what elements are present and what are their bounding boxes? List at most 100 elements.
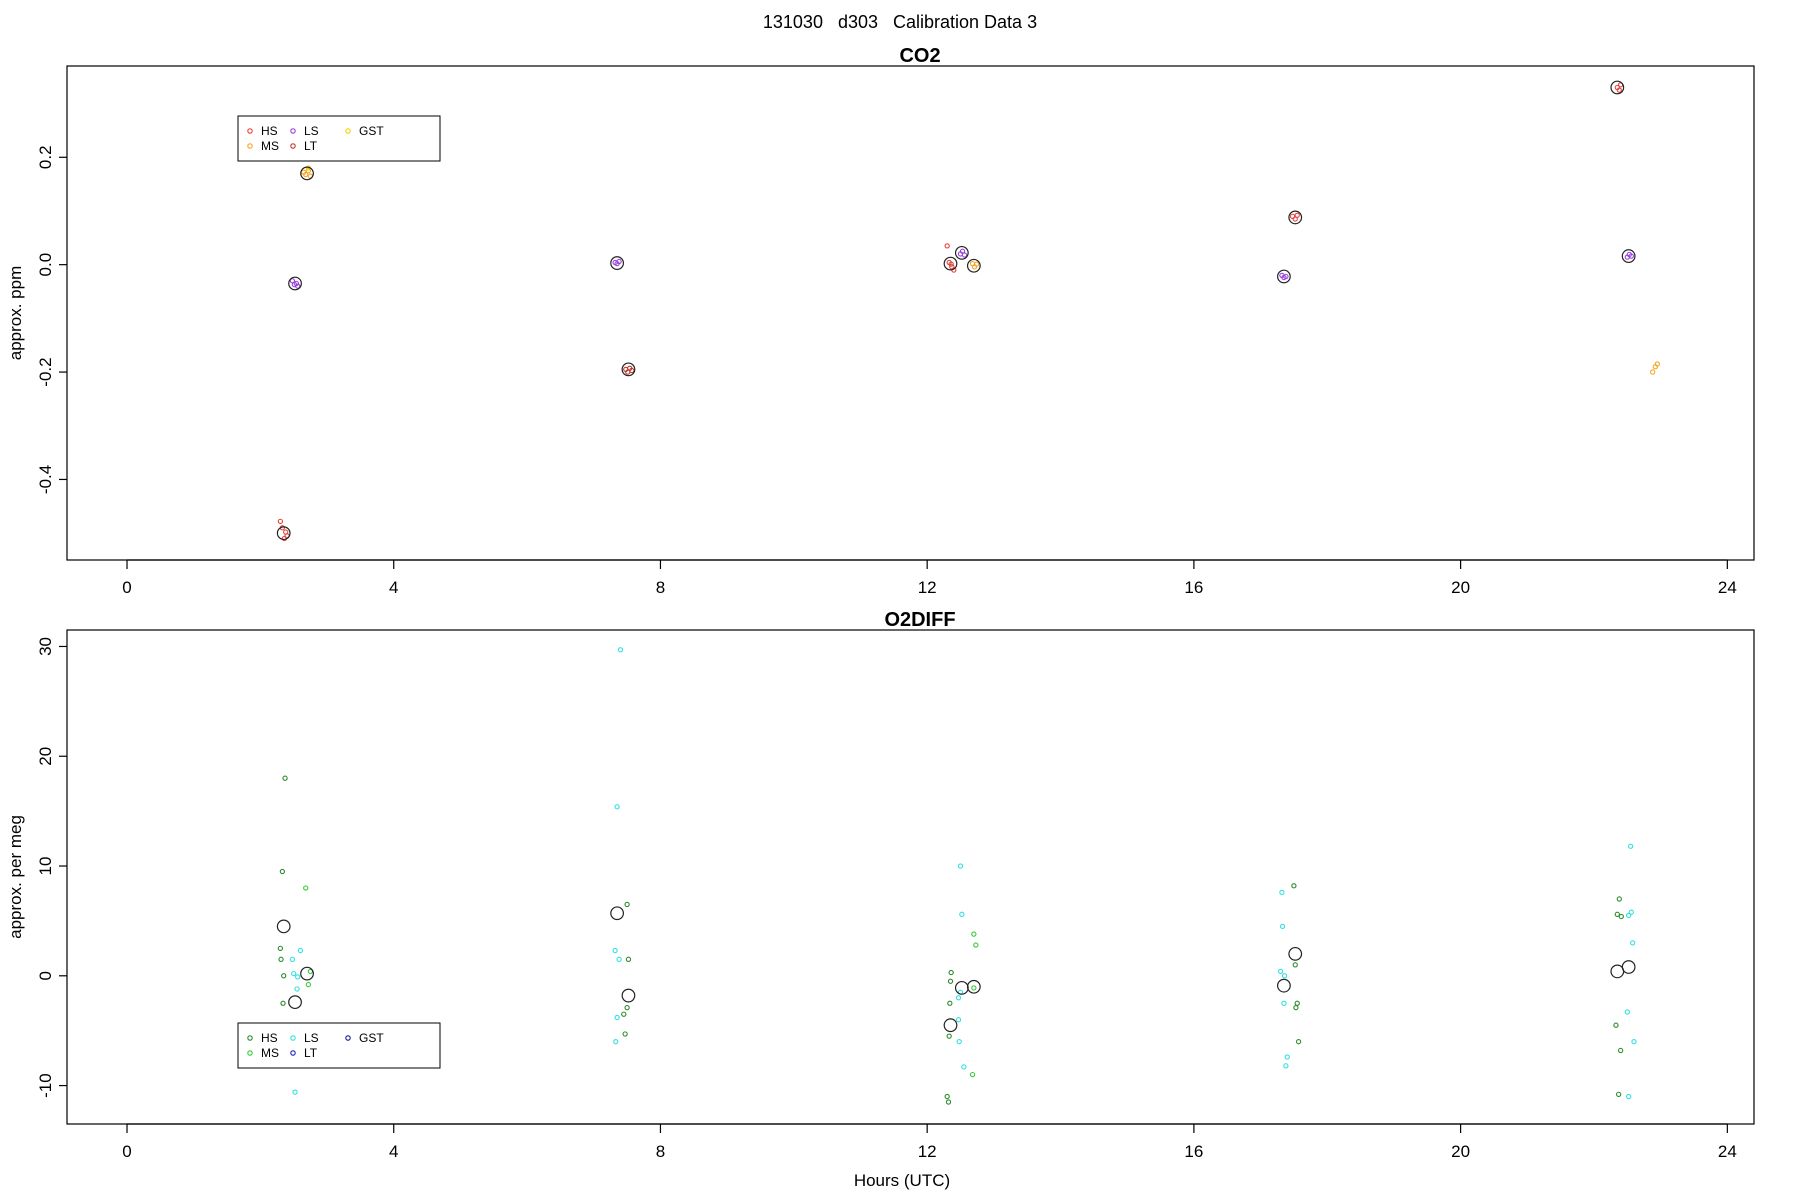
o2diff-legend-label-ms: MS xyxy=(261,1046,279,1060)
o2diff-point-ls xyxy=(613,1039,619,1045)
o2diff-point-hs xyxy=(625,956,632,962)
co2-legend-swatch-ls xyxy=(290,128,296,134)
o2diff-point-ls xyxy=(295,974,301,980)
co2-point-ls xyxy=(1628,253,1634,259)
co2-legend-swatch-hs xyxy=(247,128,253,134)
o2diff-x-tick-label: 20 xyxy=(1451,1142,1470,1161)
o2diff-point-ls xyxy=(617,647,624,653)
o2diff-y-axis-label: approx. per meg xyxy=(6,815,25,939)
o2diff-point-ms xyxy=(971,985,977,991)
co2-mean-circle xyxy=(1621,249,1636,263)
co2-mean-circle xyxy=(1288,210,1303,225)
o2diff-point-hs xyxy=(624,1004,630,1011)
o2diff-legend-label-lt: LT xyxy=(304,1046,318,1060)
co2-legend-label-lt: LT xyxy=(304,139,318,153)
o2diff-point-hs xyxy=(1613,1022,1619,1028)
o2diff-legend-swatch-hs xyxy=(247,1035,253,1041)
o2diff-point-hs xyxy=(280,1000,286,1006)
co2-point-ls xyxy=(616,258,622,265)
o2diff-legend-swatch-lt xyxy=(290,1050,296,1056)
co2-mean-circle xyxy=(1277,269,1291,284)
o2diff-y-tick-label: 10 xyxy=(36,857,55,876)
o2diff-point-ls xyxy=(614,1014,620,1021)
o2diff-panel-title: O2DIFF xyxy=(884,609,955,631)
o2diff-point-ls xyxy=(956,1039,962,1045)
o2diff-legend-label-hs: HS xyxy=(261,1031,278,1045)
co2-marks xyxy=(276,80,1660,542)
co2-x-tick-label: 12 xyxy=(918,578,937,597)
o2diff-point-ls xyxy=(1624,1009,1630,1015)
co2-y-tick-label: 0.0 xyxy=(36,253,55,277)
o2diff-point-ls xyxy=(289,956,296,962)
o2diff-point-hs xyxy=(947,1000,953,1006)
o2diff-y-tick-label: -10 xyxy=(36,1073,55,1098)
o2diff-y-ticks: -10 0 10 20 30 xyxy=(36,637,67,1098)
o2diff-legend-swatch-gst xyxy=(345,1035,351,1041)
co2-point-ms xyxy=(305,168,312,174)
co2-mean-circle xyxy=(621,362,636,377)
o2diff-point-hs xyxy=(279,868,286,875)
o2diff-point-hs xyxy=(1615,1091,1622,1098)
co2-panel: CO2 approx. ppm 0 4 8 12 16 20 24 -0.4 -0.2 0.0 0… xyxy=(6,45,1755,597)
o2diff-mean-circle xyxy=(621,988,636,1003)
co2-legend-box xyxy=(237,115,441,162)
o2diff-x-ticks: 0 4 8 12 16 20 24 xyxy=(122,1123,1737,1161)
o2diff-x-tick-label: 12 xyxy=(918,1142,937,1161)
o2diff-point-hs xyxy=(1293,1004,1299,1011)
o2diff-legend-swatch-ls xyxy=(290,1035,296,1041)
co2-point-ls xyxy=(1283,273,1289,280)
o2diff-point-hs xyxy=(277,945,284,952)
co2-mean-circle xyxy=(300,166,314,181)
o2diff-legend-swatch-ms xyxy=(247,1050,253,1056)
o2diff-point-ls xyxy=(1279,923,1286,930)
o2diff-point-ls xyxy=(614,804,620,810)
co2-y-tick-label: 0.2 xyxy=(36,145,55,169)
co2-panel-title: CO2 xyxy=(899,45,940,67)
o2diff-point-ls xyxy=(297,947,304,954)
co2-y-tick-label: -0.4 xyxy=(36,465,55,494)
co2-point-ls xyxy=(293,280,300,287)
co2-mean-circle xyxy=(1610,80,1625,95)
o2diff-point-hs xyxy=(1618,913,1624,920)
co2-mean-circle xyxy=(276,526,291,541)
co2-point-ms xyxy=(1649,369,1656,375)
o2diff-point-ls xyxy=(1283,1063,1289,1069)
co2-x-tick-label: 16 xyxy=(1184,578,1203,597)
co2-point-ms xyxy=(1654,361,1660,367)
co2-point-ms xyxy=(973,261,980,267)
o2diff-point-ls xyxy=(1625,1093,1632,1100)
co2-mean-circle xyxy=(288,276,302,291)
o2diff-legend-box xyxy=(237,1022,441,1069)
o2diff-x-tick-label: 8 xyxy=(656,1142,665,1161)
o2diff-x-tick-label: 4 xyxy=(389,1142,398,1161)
figure-title: 131030 d303 Calibration Data 3 xyxy=(763,12,1037,32)
o2diff-point-hs xyxy=(1292,962,1298,968)
co2-point-hs xyxy=(1616,87,1622,93)
o2diff-point-ls xyxy=(1281,1000,1287,1006)
co2-point-ms xyxy=(303,171,309,178)
co2-mean-circle xyxy=(954,245,969,260)
o2diff-point-ms xyxy=(969,1071,976,1078)
co2-legend-label-ls: LS xyxy=(304,124,319,138)
o2diff-point-ls xyxy=(1629,940,1636,946)
co2-point-ls xyxy=(961,252,968,258)
co2-mean-circle xyxy=(943,256,958,271)
o2diff-point-ls xyxy=(1628,909,1634,915)
o2diff-point-ms xyxy=(971,931,977,937)
o2diff-legend-label-gst: GST xyxy=(359,1031,384,1045)
co2-legend-label-gst: GST xyxy=(359,124,384,138)
co2-x-tick-label: 8 xyxy=(656,578,665,597)
o2diff-point-hs xyxy=(948,969,954,976)
o2diff-mean-circle xyxy=(966,979,981,994)
co2-point-lt xyxy=(629,367,635,374)
o2diff-mean-circle xyxy=(276,919,291,934)
o2diff-legend-label-ls: LS xyxy=(304,1031,319,1045)
o2diff-point-ms xyxy=(305,981,312,988)
o2diff-x-tick-label: 0 xyxy=(122,1142,131,1161)
o2diff-y-tick-label: 0 xyxy=(36,971,55,980)
o2diff-x-tick-label: 24 xyxy=(1718,1142,1737,1161)
co2-point-hs xyxy=(277,518,284,524)
o2diff-point-ms xyxy=(303,885,309,891)
